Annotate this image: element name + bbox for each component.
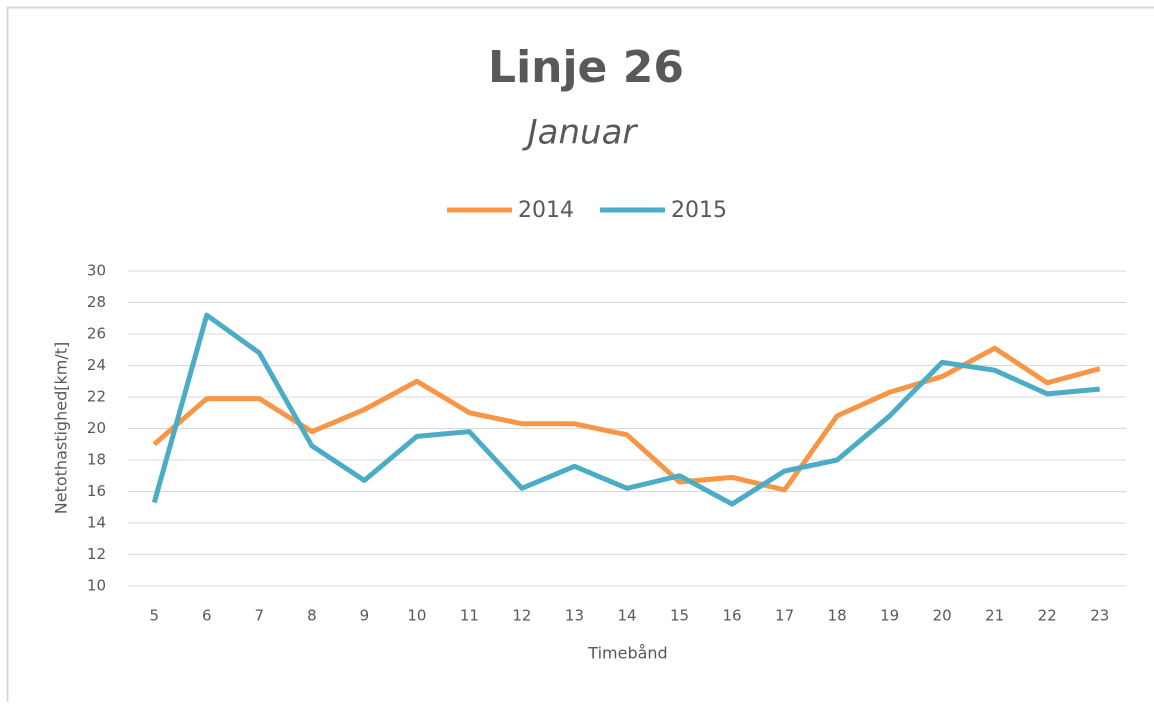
x-tick-label: 23	[1090, 607, 1109, 625]
y-axis-label: Netothastighed[km/t]	[52, 342, 71, 514]
legend-label: 2015	[671, 198, 727, 223]
x-tick-label: 20	[933, 607, 952, 625]
y-tick-label: 16	[87, 482, 106, 500]
y-tick-label: 12	[87, 545, 106, 563]
chart-title: Linje 26	[488, 42, 684, 93]
x-tick-label: 17	[775, 607, 794, 625]
x-tick-label: 12	[512, 607, 531, 625]
x-tick-label: 13	[565, 607, 584, 625]
x-tick-label: 22	[1038, 607, 1057, 625]
x-tick-label: 15	[670, 607, 689, 625]
y-tick-label: 28	[87, 293, 106, 311]
x-tick-label: 21	[985, 607, 1004, 625]
x-tick-label: 7	[255, 607, 265, 625]
y-tick-label: 22	[87, 388, 106, 406]
y-tick-label: 26	[87, 325, 106, 343]
y-tick-label: 30	[87, 262, 106, 280]
y-tick-label: 14	[87, 514, 106, 532]
x-tick-label: 14	[617, 607, 636, 625]
x-tick-label: 9	[360, 607, 370, 625]
x-tick-label: 8	[307, 607, 317, 625]
x-tick-label: 19	[880, 607, 899, 625]
x-axis-label: Timebånd	[587, 644, 667, 663]
x-tick-label: 11	[460, 607, 479, 625]
legend-label: 2014	[518, 198, 574, 223]
x-tick-label: 18	[828, 607, 847, 625]
x-tick-label: 10	[407, 607, 426, 625]
y-tick-label: 20	[87, 419, 106, 437]
y-tick-label: 10	[87, 577, 106, 595]
x-tick-label: 16	[723, 607, 742, 625]
y-tick-label: 18	[87, 451, 106, 469]
x-tick-label: 5	[149, 607, 159, 625]
x-tick-label: 6	[202, 607, 212, 625]
chart-subtitle: Januar	[522, 113, 639, 153]
y-tick-label: 24	[87, 356, 106, 374]
